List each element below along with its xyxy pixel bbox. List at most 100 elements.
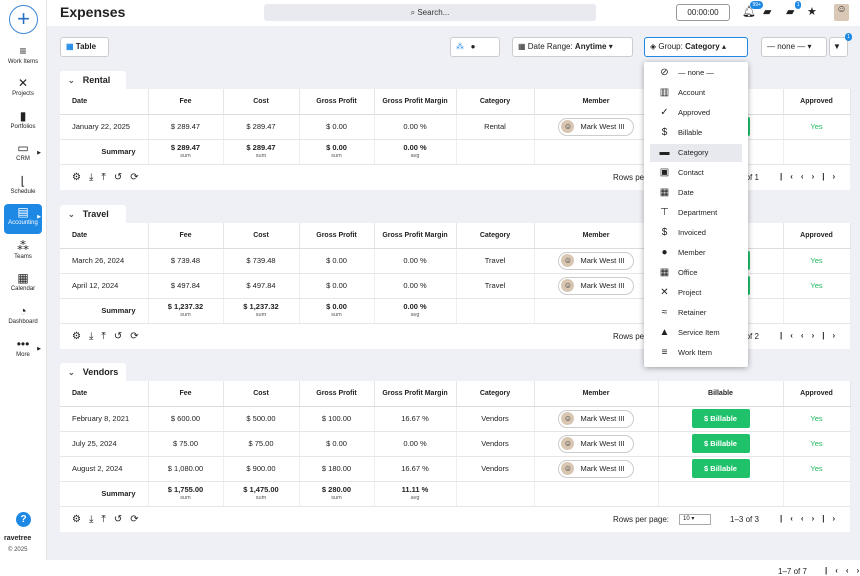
column-header[interactable]: Member (534, 89, 659, 115)
column-header[interactable]: Member (534, 381, 659, 407)
help-icon[interactable]: ? (16, 512, 31, 527)
menu-item-department[interactable]: ⊤ Department (650, 204, 742, 222)
add-icon[interactable]: + (9, 5, 38, 34)
table-tools[interactable]: ⚙⤓⤒↺⟳ (72, 514, 147, 525)
pager[interactable]: |‹‹›|› (780, 330, 844, 340)
column-header[interactable]: Billable (658, 381, 784, 407)
table-view-button[interactable]: ▦ Table (60, 37, 109, 57)
gear-icon[interactable]: ⚙ (72, 171, 89, 183)
column-header[interactable]: Fee (148, 89, 224, 115)
column-header[interactable]: Gross Profit (299, 223, 375, 249)
group-header[interactable]: ⌄ Rental (60, 71, 126, 90)
sidebar-item-crm[interactable]: ▭ CRM ▶ (16, 141, 41, 162)
download-icon[interactable]: ⤓ (88, 513, 102, 525)
upload-icon[interactable]: ⤒ (101, 513, 114, 525)
download-icon[interactable]: ⤓ (88, 171, 102, 183)
column-header[interactable]: Category (456, 381, 535, 407)
menu-item-project[interactable]: ✕ Project (650, 284, 742, 302)
refresh-icon[interactable]: ⟳ (130, 513, 147, 525)
team-toggle-button[interactable]: ⁂ ● (450, 37, 500, 57)
group-header[interactable]: ⌄ Travel (60, 205, 126, 224)
undo-icon[interactable]: ↺ (113, 513, 131, 525)
column-header[interactable]: Approved (783, 89, 851, 115)
upload-icon[interactable]: ⤒ (101, 171, 114, 183)
menu-item-invoiced[interactable]: $ Invoiced (650, 224, 742, 242)
pager[interactable]: |‹‹›|› (780, 513, 844, 523)
column-header[interactable]: Gross Profit Margin (374, 223, 457, 249)
member-chip[interactable]: ☺ Mark West III (558, 459, 634, 478)
table-tools[interactable]: ⚙⤓⤒↺⟳ (72, 172, 147, 183)
table-row[interactable]: August 2, 2024 $ 1,080.00 $ 900.00 $ 180.00… (60, 456, 851, 482)
table-row[interactable]: February 8, 2021 $ 600.00 $ 500.00 $ 100.00… (60, 406, 851, 432)
menu-item-account[interactable]: ▥ Account (650, 84, 742, 102)
chat-icon[interactable]: ▰ (763, 6, 772, 18)
sidebar-item-accounting[interactable]: ▤ Accounting ▶ (4, 204, 42, 234)
column-header[interactable]: Cost (223, 89, 300, 115)
group-dropdown[interactable]: ◈ Group: Category ▴ (644, 37, 748, 57)
search-input[interactable]: ⌕ Search... (264, 4, 596, 21)
download-icon[interactable]: ⤓ (88, 330, 102, 342)
bell-icon[interactable]: 🔔︎ 99+ (742, 1, 763, 18)
inbox-icon[interactable]: ▰ 1 (786, 1, 802, 18)
table-tools[interactable]: ⚙⤓⤒↺⟳ (72, 331, 147, 342)
member-chip[interactable]: ☺ Mark West III (558, 276, 634, 295)
menu-item-contact[interactable]: ▣ Contact (650, 164, 742, 182)
filter-button[interactable]: ▼ 1 (829, 33, 852, 57)
menu-item-member[interactable]: ● Member (650, 244, 742, 262)
member-chip[interactable]: ☺ Mark West III (558, 117, 634, 136)
table-row[interactable]: July 25, 2024 $ 75.00 $ 75.00 $ 0.00 0.00 % V… (60, 431, 851, 457)
billable-button[interactable]: $ Billable (691, 434, 750, 453)
undo-icon[interactable]: ↺ (113, 330, 131, 342)
column-header[interactable]: Fee (148, 381, 224, 407)
menu-item-service-item[interactable]: ▲ Service Item (650, 324, 742, 342)
menu-item-date[interactable]: ▦ Date (650, 184, 742, 202)
secondary-group-dropdown[interactable]: — none — ▾ (761, 37, 827, 57)
refresh-icon[interactable]: ⟳ (130, 171, 147, 183)
star-icon[interactable]: ★ (807, 6, 817, 18)
member-chip[interactable]: ☺ Mark West III (558, 409, 634, 428)
rows-per-page-select[interactable]: 10 ▾ (679, 513, 711, 525)
gear-icon[interactable]: ⚙ (72, 330, 89, 342)
pager[interactable]: |‹‹›|› (780, 171, 844, 181)
billable-button[interactable]: $ Billable (691, 459, 750, 478)
sidebar-item-calendar[interactable]: ▦ Calendar (10, 271, 36, 292)
column-header[interactable]: Date (60, 381, 149, 407)
menu-item-none[interactable]: ⊘ — none — (650, 64, 742, 82)
column-header[interactable]: Member (534, 223, 659, 249)
column-header[interactable]: Cost (223, 381, 300, 407)
sidebar-item-portfolios[interactable]: ▮ Portfolios (10, 109, 36, 130)
gear-icon[interactable]: ⚙ (72, 513, 89, 525)
global-pager[interactable]: |‹‹›|› (825, 566, 860, 575)
column-header[interactable]: Gross Profit Margin (374, 89, 457, 115)
column-header[interactable]: Date (60, 223, 149, 249)
column-header[interactable]: Category (456, 223, 535, 249)
column-header[interactable]: Approved (783, 381, 851, 407)
column-header[interactable]: Gross Profit Margin (374, 381, 457, 407)
menu-item-office[interactable]: ▦ Office (650, 264, 742, 282)
column-header[interactable]: Gross Profit (299, 89, 375, 115)
menu-item-billable[interactable]: $ Billable (650, 124, 742, 142)
billable-button[interactable]: $ Billable (691, 409, 750, 428)
sidebar-item-work-items[interactable]: ≡ Work Items (7, 44, 39, 65)
sidebar-item-projects[interactable]: ✕ Projects (12, 76, 34, 97)
menu-item-category[interactable]: ▬ Category (650, 144, 742, 162)
menu-item-work-item[interactable]: ≡ Work Item (650, 344, 742, 362)
column-header[interactable]: Date (60, 89, 149, 115)
upload-icon[interactable]: ⤒ (101, 330, 114, 342)
date-range-dropdown[interactable]: ▦ Date Range: Anytime ▾ (512, 37, 633, 57)
member-chip[interactable]: ☺ Mark West III (558, 434, 634, 453)
menu-item-retainer[interactable]: ≈ Retainer (650, 304, 742, 322)
sidebar-item-teams[interactable]: ⁂ Teams (14, 239, 32, 260)
column-header[interactable]: Fee (148, 223, 224, 249)
refresh-icon[interactable]: ⟳ (130, 330, 147, 342)
sidebar-item-dashboard[interactable]: ◔ Dashboard (8, 304, 38, 325)
group-header[interactable]: ⌄ Vendors (60, 363, 126, 382)
user-avatar[interactable]: ☺ (834, 4, 849, 21)
sidebar-item-schedule[interactable]: ⌊ Schedule (10, 174, 36, 195)
menu-item-approved[interactable]: ✓ Approved (650, 104, 742, 122)
undo-icon[interactable]: ↺ (113, 171, 131, 183)
column-header[interactable]: Cost (223, 223, 300, 249)
column-header[interactable]: Category (456, 89, 535, 115)
column-header[interactable]: Approved (783, 223, 851, 249)
column-header[interactable]: Gross Profit (299, 381, 375, 407)
